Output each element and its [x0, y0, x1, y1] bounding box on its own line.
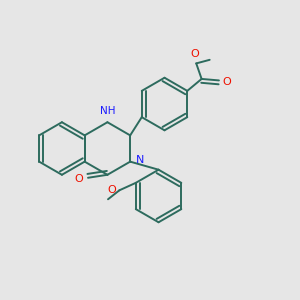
- Text: O: O: [223, 77, 231, 87]
- Text: NH: NH: [100, 106, 115, 116]
- Text: O: O: [107, 185, 116, 195]
- Text: N: N: [136, 155, 144, 165]
- Text: O: O: [190, 49, 199, 59]
- Text: O: O: [74, 174, 82, 184]
